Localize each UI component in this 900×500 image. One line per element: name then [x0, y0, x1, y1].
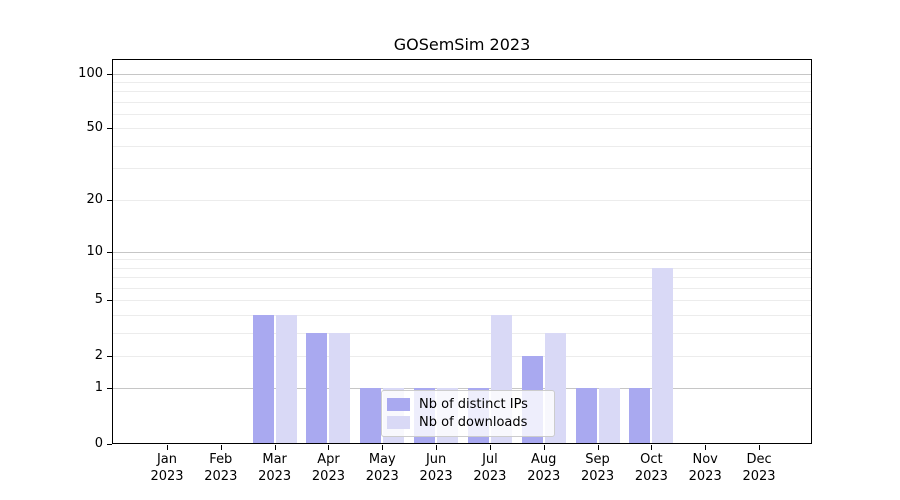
legend-swatch-downloads — [387, 416, 410, 429]
legend-label-downloads: Nb of downloads — [419, 415, 528, 430]
x-axis-tick — [705, 445, 707, 450]
bar-distinct-ips-oct — [629, 388, 651, 444]
y-axis-tick — [107, 199, 112, 201]
x-axis-tick — [382, 445, 384, 450]
bar-distinct-ips-sep — [575, 388, 597, 444]
x-axis-tick-label: Jul 2023 — [473, 452, 507, 484]
x-axis-tick-label: Nov 2023 — [688, 452, 722, 484]
x-axis-tick-label: May 2023 — [365, 452, 399, 484]
x-axis-tick-label: Apr 2023 — [311, 452, 345, 484]
x-axis-tick — [651, 445, 653, 450]
x-axis-tick-label: Jun 2023 — [419, 452, 453, 484]
x-axis-tick-label: Jan 2023 — [150, 452, 184, 484]
minor-gridline — [113, 145, 811, 147]
minor-gridline — [113, 259, 811, 261]
minor-gridline — [113, 355, 811, 357]
x-axis-tick-label: Mar 2023 — [258, 452, 292, 484]
y-axis-tick-label: 2 — [94, 347, 103, 363]
bar-distinct-ips-may — [360, 388, 382, 444]
minor-gridline — [113, 300, 811, 302]
y-axis-tick-label: 1 — [94, 380, 103, 396]
y-axis-tick-label: 20 — [86, 191, 103, 207]
y-axis-tick — [107, 73, 112, 75]
legend: Nb of distinct IPs Nb of downloads — [381, 390, 555, 437]
y-axis-tick — [107, 128, 112, 130]
x-axis-tick — [543, 445, 545, 450]
minor-gridline — [113, 91, 811, 93]
y-axis-tick-label: 0 — [94, 436, 103, 451]
legend-label-distinct-ips: Nb of distinct IPs — [419, 397, 528, 412]
minor-gridline — [113, 332, 811, 334]
x-axis-tick — [328, 445, 330, 450]
major-gridline — [113, 251, 811, 253]
y-axis-tick-label: 10 — [86, 243, 103, 259]
x-axis-tick — [167, 445, 168, 450]
x-axis-tick — [489, 445, 491, 450]
major-gridline — [113, 388, 811, 390]
x-axis-tick-label: Oct 2023 — [634, 452, 668, 484]
minor-gridline — [113, 287, 811, 289]
bar-downloads-oct — [652, 267, 674, 444]
minor-gridline — [113, 199, 811, 201]
minor-gridline — [113, 277, 811, 279]
legend-item-distinct-ips: Nb of distinct IPs — [387, 397, 546, 412]
y-axis-tick-label: 50 — [86, 120, 103, 136]
minor-gridline — [113, 101, 811, 103]
y-axis-tick — [107, 251, 112, 253]
minor-gridline — [113, 81, 811, 83]
y-axis-tick-label: 5 — [94, 292, 103, 308]
y-axis-tick — [107, 355, 112, 357]
y-axis-tick — [107, 300, 112, 302]
bar-downloads-apr — [329, 332, 351, 444]
x-axis-tick — [220, 445, 222, 450]
x-axis-tick-label: Aug 2023 — [527, 452, 561, 484]
x-axis-tick — [597, 445, 599, 450]
legend-item-downloads: Nb of downloads — [387, 415, 546, 430]
x-axis-tick — [759, 445, 761, 450]
major-gridline — [113, 73, 811, 75]
x-axis-tick — [436, 445, 438, 450]
bar-distinct-ips-apr — [306, 332, 328, 444]
x-axis-tick-label: Sep 2023 — [581, 452, 615, 484]
minor-gridline — [113, 168, 811, 170]
legend-swatch-distinct-ips — [387, 398, 410, 411]
y-axis-tick-label: 100 — [78, 65, 103, 81]
minor-gridline — [113, 113, 811, 115]
y-axis-tick — [107, 444, 112, 445]
chart-title: GOSemSim 2023 — [393, 35, 531, 54]
bar-downloads-sep — [598, 388, 620, 444]
minor-gridline — [113, 267, 811, 269]
bar-downloads-mar — [275, 314, 297, 444]
x-axis-tick-label: Feb 2023 — [204, 452, 238, 484]
bar-distinct-ips-mar — [252, 314, 274, 444]
minor-gridline — [113, 314, 811, 316]
minor-gridline — [113, 128, 811, 130]
x-axis-tick-label: Dec 2023 — [742, 452, 776, 484]
y-axis-tick — [107, 388, 112, 390]
x-axis-tick — [274, 445, 276, 450]
